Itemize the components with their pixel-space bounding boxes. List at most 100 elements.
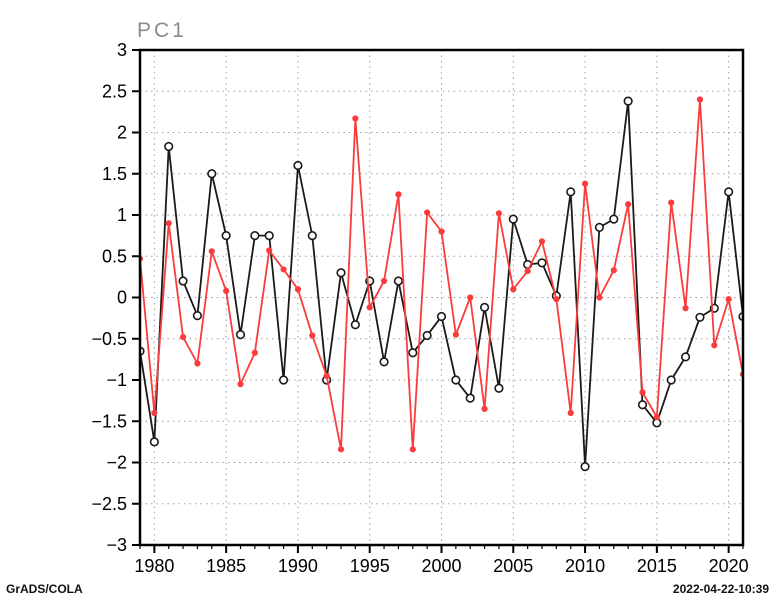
y-axis-label: −1 — [106, 370, 127, 390]
data-point-black-open-circle — [465, 393, 475, 403]
data-point-red-filled-dot — [352, 115, 359, 122]
data-point-red-filled-dot — [251, 349, 258, 356]
y-axis-label: 1 — [117, 205, 127, 225]
data-point-black-open-circle — [379, 357, 389, 367]
y-axis-label: −2 — [106, 453, 127, 473]
data-point-black-open-circle — [235, 330, 246, 340]
data-point-red-filled-dot — [165, 220, 172, 227]
data-point-red-filled-dot — [696, 96, 704, 103]
data-point-black-open-circle — [422, 330, 432, 341]
x-axis-label: 1990 — [278, 556, 318, 576]
data-point-black-open-circle — [695, 312, 705, 322]
y-axis-label: 0.5 — [102, 246, 127, 266]
y-axis-label: 1.5 — [102, 164, 127, 184]
timestamp-label: 2022-04-22-10:39 — [672, 582, 769, 596]
y-axis-label: 2.5 — [102, 81, 127, 101]
data-point-red-filled-dot — [309, 332, 316, 339]
data-point-red-filled-dot — [524, 268, 531, 275]
data-point-black-open-circle — [436, 311, 447, 322]
data-point-red-filled-dot — [151, 409, 158, 417]
data-point-red-filled-dot — [266, 247, 273, 254]
data-point-black-open-circle — [580, 462, 590, 472]
x-axis-label: 2010 — [565, 556, 605, 576]
data-point-black-open-circle — [278, 375, 289, 385]
data-point-red-filled-dot — [438, 228, 445, 235]
y-axis-label: −0.5 — [91, 329, 127, 349]
data-point-red-filled-dot — [380, 277, 388, 285]
x-axis-label: 1985 — [206, 556, 246, 576]
data-point-red-filled-dot — [596, 294, 603, 301]
data-point-black-open-circle — [178, 276, 188, 286]
x-axis-label: 1980 — [134, 556, 174, 576]
data-point-black-open-circle — [637, 400, 648, 410]
data-point-black-open-circle — [250, 231, 260, 241]
y-axis-label: 3 — [117, 40, 127, 60]
data-point-red-filled-dot — [625, 201, 632, 208]
y-axis-label: −3 — [106, 535, 127, 555]
data-point-black-open-circle — [149, 437, 159, 447]
data-point-black-open-circle — [594, 222, 605, 232]
data-point-red-filled-dot — [237, 381, 244, 388]
data-point-black-open-circle — [537, 258, 547, 268]
data-point-red-filled-dot — [653, 414, 660, 421]
data-point-red-filled-dot — [639, 389, 646, 396]
data-point-red-filled-dot — [668, 199, 675, 206]
data-point-red-filled-dot — [467, 294, 474, 301]
data-point-red-filled-dot — [610, 267, 617, 274]
data-point-red-filled-dot — [294, 286, 302, 293]
data-point-red-filled-dot — [280, 266, 287, 273]
data-point-black-open-circle — [164, 141, 174, 152]
data-point-black-open-circle — [494, 383, 504, 393]
data-point-red-filled-dot — [538, 238, 546, 245]
x-axis-label: 2000 — [421, 556, 461, 576]
data-point-red-filled-dot — [452, 331, 459, 338]
data-point-black-open-circle — [566, 187, 576, 197]
data-point-red-filled-dot — [366, 304, 373, 311]
data-point-black-open-circle — [508, 214, 518, 224]
data-point-black-open-circle — [350, 320, 360, 330]
data-point-red-filled-dot — [424, 209, 431, 216]
y-axis-label: −2.5 — [91, 494, 127, 514]
data-point-black-open-circle — [652, 418, 662, 428]
data-point-red-filled-dot — [323, 372, 330, 379]
x-axis-label: 2015 — [637, 556, 677, 576]
data-point-red-filled-dot — [711, 342, 718, 349]
y-axis-label: 2 — [117, 123, 127, 143]
data-point-black-open-circle — [293, 160, 303, 171]
data-point-red-filled-dot — [495, 210, 503, 217]
data-point-black-open-circle — [408, 348, 418, 358]
data-point-red-filled-dot — [510, 286, 517, 293]
data-point-red-filled-dot — [725, 296, 732, 303]
data-point-black-open-circle — [451, 375, 461, 385]
plot-title: PC1 — [137, 19, 187, 42]
data-point-red-filled-dot — [223, 287, 230, 294]
data-point-red-filled-dot — [194, 360, 201, 367]
data-point-black-open-circle — [264, 231, 274, 241]
data-point-red-filled-dot — [395, 191, 402, 198]
data-point-black-open-circle — [307, 231, 317, 241]
y-axis-label: −1.5 — [91, 411, 127, 431]
x-axis-label: 2005 — [493, 556, 533, 576]
data-point-black-open-circle — [666, 375, 676, 385]
x-axis-label: 2020 — [709, 556, 749, 576]
data-point-black-open-circle — [221, 231, 231, 241]
data-point-black-open-circle — [393, 276, 404, 286]
grads-cola-watermark: GrADS/COLA — [6, 582, 83, 596]
data-point-black-open-circle — [724, 187, 734, 197]
y-axis-label: 0 — [117, 288, 127, 308]
data-point-black-open-circle — [623, 96, 633, 106]
data-point-black-open-circle — [192, 311, 203, 321]
data-point-red-filled-dot — [481, 405, 488, 412]
data-point-red-filled-dot — [208, 248, 215, 255]
data-point-red-filled-dot — [567, 409, 574, 417]
data-point-black-open-circle — [680, 352, 691, 362]
data-point-red-filled-dot — [553, 296, 560, 303]
data-point-black-open-circle — [207, 169, 217, 179]
data-point-red-filled-dot — [409, 446, 416, 453]
data-point-red-filled-dot — [337, 446, 345, 453]
data-point-black-open-circle — [336, 268, 346, 278]
data-point-black-open-circle — [609, 214, 619, 224]
data-point-red-filled-dot — [581, 180, 589, 187]
